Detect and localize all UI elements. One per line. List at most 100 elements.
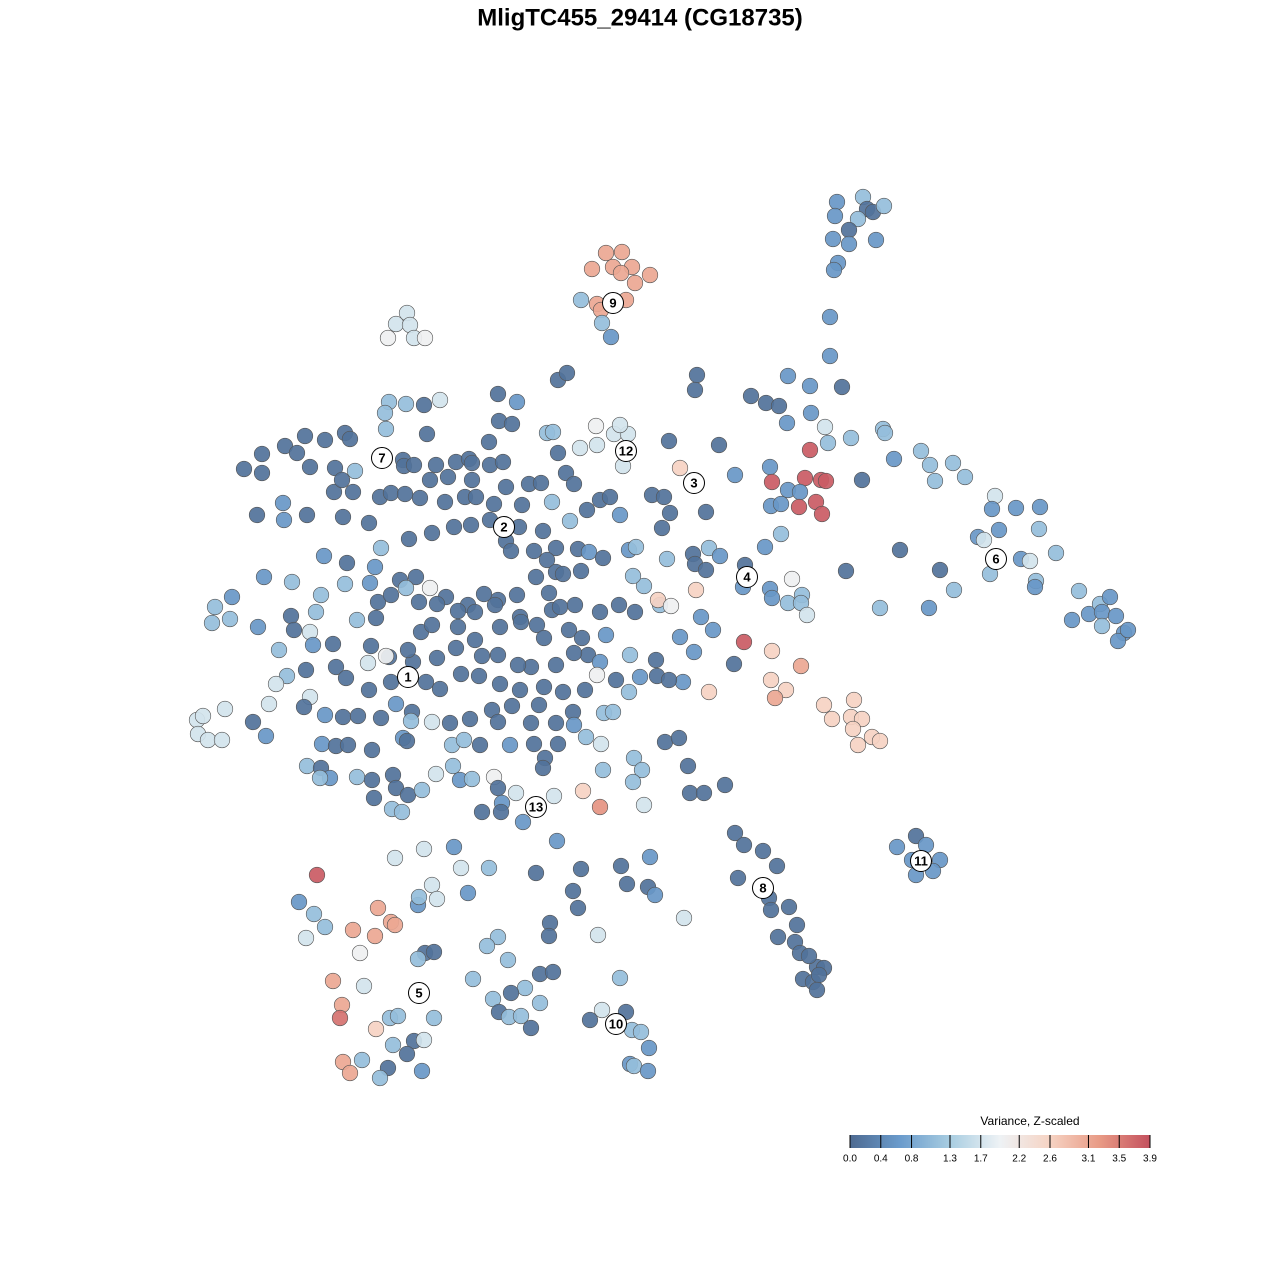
point [558,364,576,382]
point [449,618,467,636]
point [497,478,515,496]
point [478,937,496,955]
cluster-label: 12 [619,443,633,458]
point [578,501,596,519]
point [840,235,858,253]
point [389,1007,407,1025]
point [725,655,743,673]
chart-title: MligTC455_29414 (CG18735) [477,4,803,31]
point [248,506,266,524]
point [700,683,718,701]
point [527,568,545,586]
point [766,689,784,707]
point [296,427,314,445]
point [726,466,744,484]
point [538,551,556,569]
point [436,493,454,511]
point [920,599,938,617]
point [349,707,367,725]
colorbar-tick-label: 0.0 [843,1154,857,1165]
point [489,779,507,797]
point [417,673,435,691]
point [513,496,531,514]
point [282,607,300,625]
point [641,848,659,866]
point [778,414,796,432]
point [449,602,467,620]
cluster-label-marker [397,666,419,688]
point [369,593,387,611]
point [213,731,231,749]
point [611,416,629,434]
point [444,757,462,775]
point [633,761,651,779]
point [402,712,420,730]
point [658,550,676,568]
point [522,1019,540,1037]
cluster-label-marker [371,447,393,469]
point [425,943,443,961]
point [1093,617,1111,635]
point [341,1064,359,1082]
point [813,505,831,523]
point [547,714,565,732]
point [763,589,781,607]
point [431,680,449,698]
point [428,595,446,613]
point [671,628,689,646]
point [824,230,842,248]
point [535,629,553,647]
point [316,431,334,449]
point [956,468,974,486]
point [635,796,653,814]
point [867,231,885,249]
point [594,761,612,779]
point [853,471,871,489]
point [270,641,288,659]
point [295,698,313,716]
point [514,813,532,831]
point [363,771,381,789]
point [463,454,481,472]
point [875,197,893,215]
point [466,631,484,649]
point [561,512,579,530]
point [1063,611,1081,629]
colorbar-tick-label: 2.2 [1012,1154,1026,1165]
point [308,866,326,884]
point [428,890,446,908]
point [367,609,385,627]
point [641,266,659,284]
point [772,495,790,513]
point [1031,498,1049,516]
point [367,1020,385,1038]
point [288,444,306,462]
point [337,669,355,687]
point [871,599,889,617]
point [660,432,678,450]
point [1070,582,1088,600]
point [627,538,645,556]
point [624,567,642,585]
point [301,458,319,476]
point [376,404,394,422]
point [528,616,546,634]
point [798,606,816,624]
point [626,274,644,292]
cluster-label-marker [615,440,637,462]
point [253,445,271,463]
point [912,442,930,460]
point [316,918,334,936]
point [674,673,692,691]
point [502,542,520,560]
points [188,188,1137,1087]
point [825,261,843,279]
point [577,728,595,746]
point [945,581,963,599]
point [574,782,592,800]
point [199,731,217,749]
point [509,656,527,674]
point [545,787,563,805]
point [502,984,520,1002]
point [601,488,619,506]
